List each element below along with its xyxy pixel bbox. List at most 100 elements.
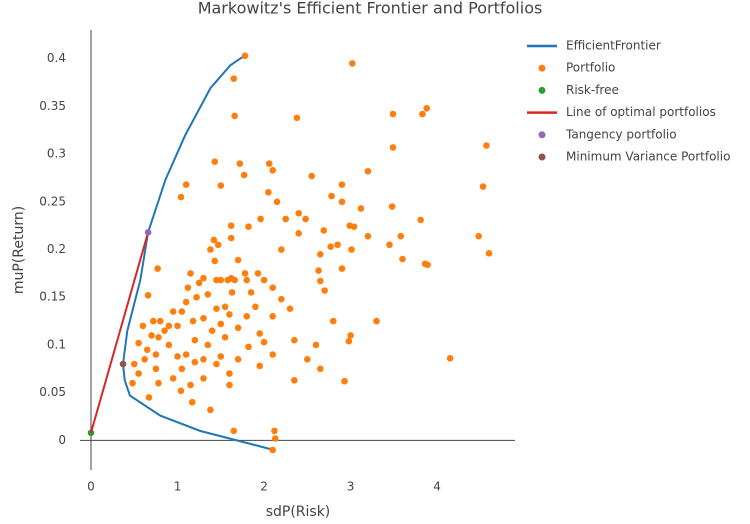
point (182, 351, 190, 358)
point (350, 223, 358, 230)
point (231, 112, 238, 120)
point (139, 322, 147, 330)
point (256, 330, 264, 337)
point (213, 305, 220, 312)
point (144, 292, 152, 299)
point (152, 365, 160, 373)
point (228, 289, 236, 296)
point (236, 160, 244, 167)
point (204, 341, 212, 349)
point (178, 365, 186, 373)
point (200, 274, 207, 282)
point (348, 246, 355, 253)
point (260, 276, 268, 284)
point (217, 276, 225, 284)
point (446, 355, 454, 362)
y-tick-label: 0.1 (47, 337, 66, 351)
point (141, 355, 148, 363)
point (269, 167, 277, 174)
point (389, 144, 397, 151)
point (357, 205, 365, 212)
point (388, 203, 396, 210)
y-tick-label: 0.25 (39, 194, 66, 208)
point (269, 313, 277, 320)
point (234, 324, 242, 332)
point (211, 257, 219, 265)
point (174, 322, 181, 330)
point (273, 198, 281, 206)
point (240, 171, 248, 179)
point (317, 277, 324, 285)
point (424, 261, 431, 269)
point (189, 317, 197, 325)
point (295, 229, 302, 237)
point (221, 303, 229, 311)
point (207, 246, 214, 253)
point (195, 279, 203, 287)
legend-label: Tangency portfolio (565, 127, 677, 141)
y-tick-label: 0.05 (39, 385, 66, 399)
point (341, 377, 348, 385)
point (200, 314, 207, 322)
point (475, 232, 482, 240)
point (397, 232, 405, 240)
point (321, 287, 328, 294)
x-axis-title: sdP(Risk) (266, 504, 331, 520)
y-tick-label: 0 (58, 433, 66, 447)
point (479, 183, 487, 190)
point (243, 276, 251, 284)
point (338, 181, 346, 188)
point (161, 327, 168, 334)
point (243, 313, 251, 320)
point (252, 303, 259, 311)
point (182, 298, 190, 306)
point (291, 376, 298, 384)
y-tick-label: 0.2 (47, 242, 66, 256)
point (269, 284, 277, 292)
point (178, 308, 186, 315)
point (419, 110, 426, 118)
point (260, 338, 268, 346)
point (169, 308, 177, 315)
y-tick-label: 0.35 (39, 99, 66, 113)
point (417, 216, 424, 224)
point (315, 267, 322, 274)
point (282, 215, 289, 223)
point (423, 104, 431, 112)
point (272, 435, 279, 442)
point (226, 381, 233, 389)
point (373, 317, 380, 325)
point (191, 358, 199, 366)
point (320, 227, 328, 234)
legend-label: Portfolio (566, 61, 615, 75)
x-tick-label: 0 (87, 480, 95, 494)
point (193, 293, 200, 301)
legend-label: EfficientFrontier (566, 39, 661, 53)
point (174, 353, 181, 360)
point (227, 222, 235, 229)
point (278, 246, 285, 253)
y-tick-label: 0.4 (47, 51, 66, 65)
series-line (90, 232, 150, 434)
series-line (122, 53, 271, 450)
point (208, 327, 216, 334)
point (265, 188, 272, 196)
point (135, 370, 142, 377)
point (145, 394, 153, 401)
point (182, 181, 190, 188)
point (129, 379, 136, 387)
legend-label: Line of optimal portfolios (566, 105, 716, 119)
point (278, 295, 285, 303)
point (165, 322, 173, 330)
point (211, 158, 219, 166)
point (317, 365, 324, 373)
point (204, 291, 212, 298)
point (230, 75, 238, 82)
point (210, 236, 218, 244)
point (302, 215, 309, 223)
point (221, 334, 229, 341)
point (338, 265, 346, 272)
point (349, 60, 356, 67)
x-tick-label: 3 (347, 480, 355, 494)
point (364, 232, 372, 240)
